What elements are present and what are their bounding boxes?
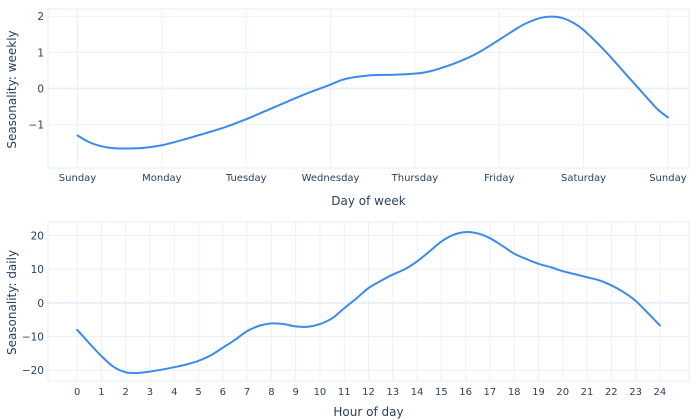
daily-x-tick-label: 19 — [532, 387, 545, 398]
weekly-x-tick-label: Sunday — [649, 173, 686, 184]
daily-x-tick-label: 12 — [362, 387, 375, 398]
daily-x-tick-label: 4 — [171, 387, 177, 398]
daily-x-tick-label: 1 — [98, 387, 104, 398]
weekly-x-tick-label: Sunday — [59, 173, 96, 184]
daily-x-axis-title: Hour of day — [333, 405, 403, 419]
daily-y-axis-title: Seasonality: daily — [5, 250, 19, 355]
weekly-x-tick-label: Wednesday — [302, 173, 360, 184]
daily-x-tick-label: 20 — [556, 387, 569, 398]
weekly-x-axis-title: Day of week — [331, 194, 405, 208]
daily-seasonality-line — [76, 231, 661, 375]
weekly-x-tick-label: Monday — [142, 173, 182, 184]
daily-x-tick-label: 8 — [268, 387, 274, 398]
daily-x-tick-label: 21 — [581, 387, 594, 398]
daily-x-tick-label: 23 — [629, 387, 642, 398]
weekly-y-axis-title: Seasonality: weekly — [5, 30, 19, 148]
daily-x-tick-label: 16 — [459, 387, 472, 398]
weekly-x-tick-label: Thursday — [391, 173, 439, 184]
daily-x-tick-label: 11 — [338, 387, 351, 398]
daily-x-tick-label: 3 — [147, 387, 153, 398]
weekly-seasonality-line — [76, 15, 669, 150]
daily-x-tick-label: 18 — [508, 387, 521, 398]
daily-x-tick-label: 0 — [74, 387, 80, 398]
daily-x-tick-label: 5 — [195, 387, 201, 398]
weekly-x-tick-label: Tuesday — [225, 173, 267, 184]
daily-x-tick-label: 6 — [220, 387, 226, 398]
daily-x-tick-label: 2 — [123, 387, 129, 398]
daily-x-tick-label: 22 — [605, 387, 618, 398]
daily-x-tick-label: 9 — [292, 387, 298, 398]
daily-y-tick-label: −20 — [22, 365, 44, 377]
weekly-y-tick-label: −1 — [29, 120, 44, 132]
daily-y-tick-label: 0 — [37, 298, 44, 310]
weekly-x-tick-label: Friday — [484, 173, 514, 184]
daily-x-tick-label: 10 — [314, 387, 327, 398]
daily-x-tick-label: 17 — [484, 387, 497, 398]
daily-x-tick-label: 13 — [386, 387, 399, 398]
weekly-y-tick-label: 2 — [37, 11, 44, 23]
weekly-x-tick-label: Saturday — [561, 173, 606, 184]
weekly-y-tick-label: 0 — [37, 84, 44, 96]
daily-x-tick-label: 7 — [244, 387, 250, 398]
daily-y-tick-label: −10 — [22, 332, 44, 344]
daily-x-tick-label: 14 — [411, 387, 424, 398]
weekly-y-tick-label: 1 — [37, 47, 44, 59]
daily-y-tick-label: 20 — [31, 230, 44, 242]
daily-x-tick-label: 15 — [435, 387, 448, 398]
daily-x-tick-label: 24 — [653, 387, 666, 398]
weekly-seasonality-panel: −1 0 1 2 Sunday Monday Tuesday Wednesday Thursda… — [5, 8, 690, 208]
daily-y-tick-label: 10 — [31, 264, 44, 276]
